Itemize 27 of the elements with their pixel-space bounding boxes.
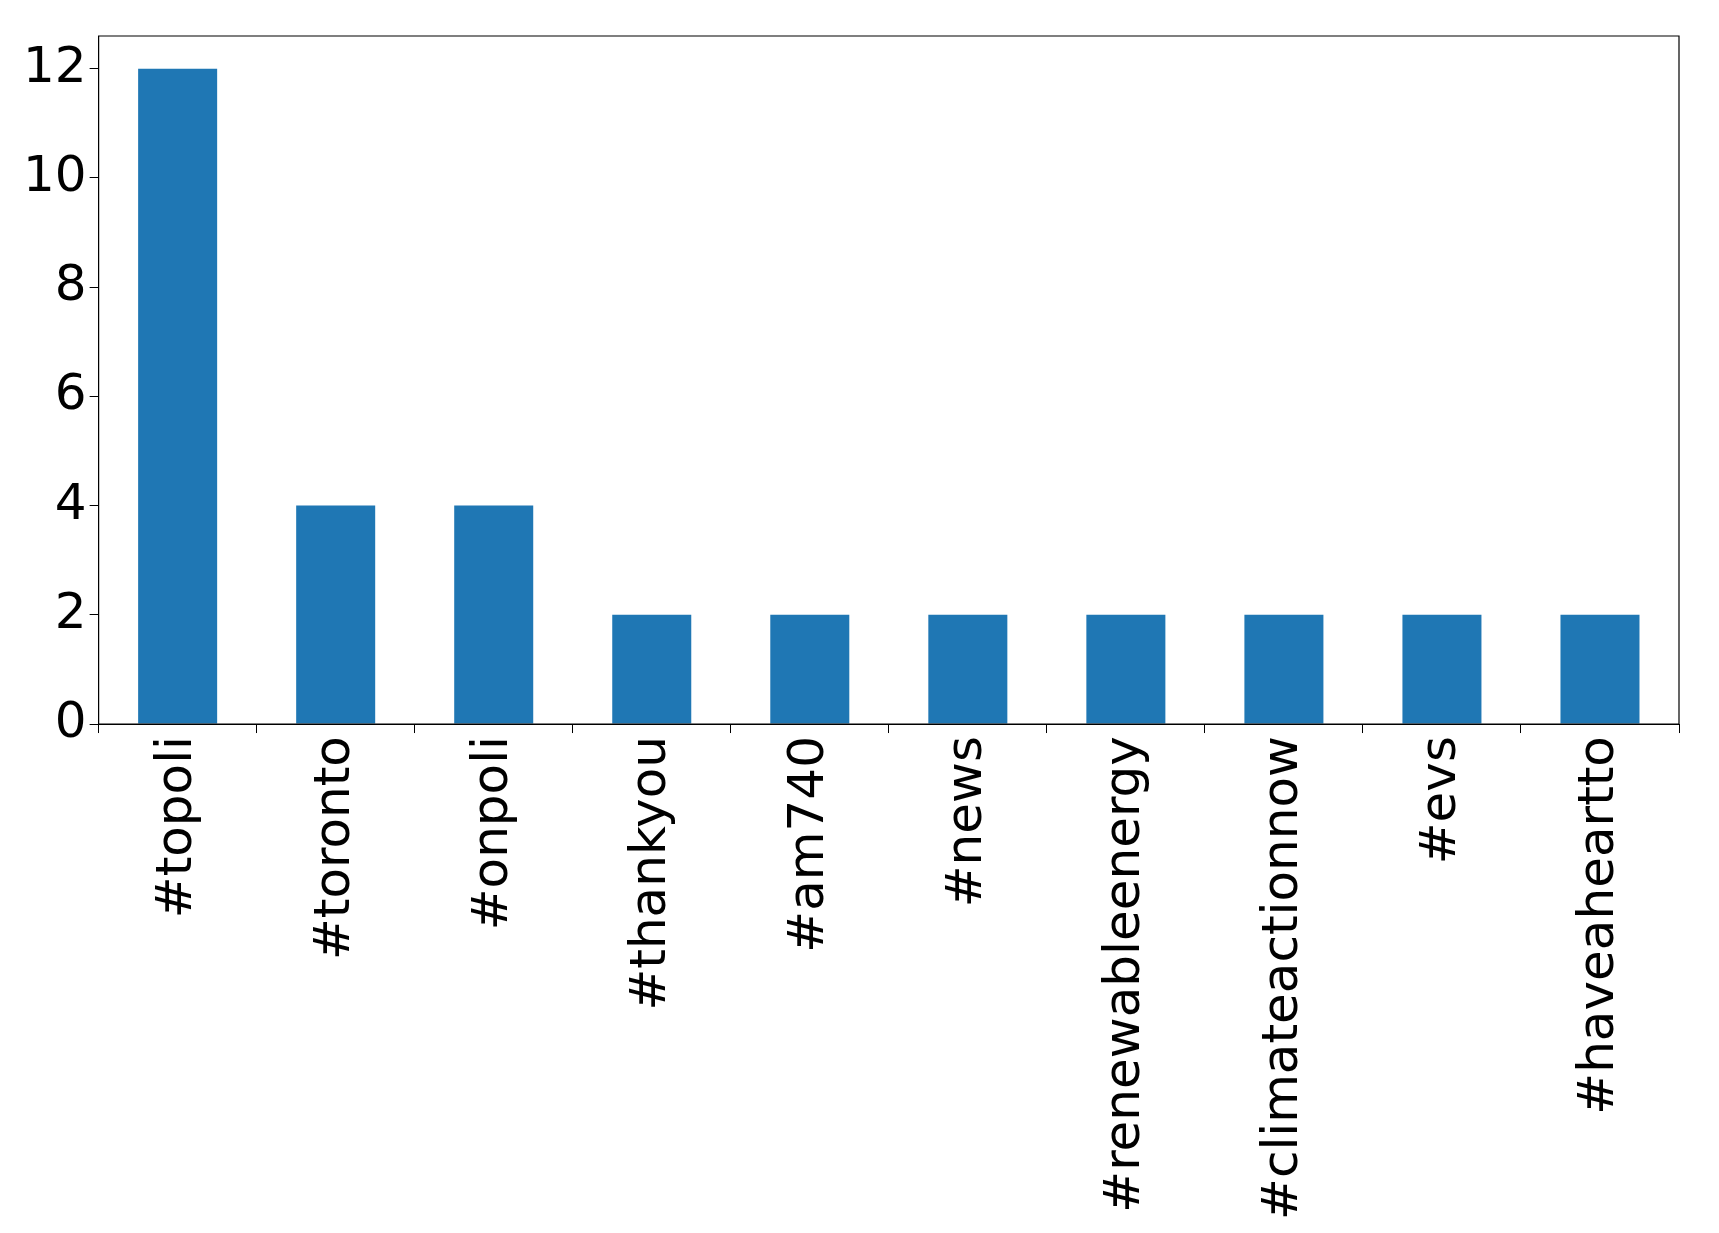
bar [612,614,692,724]
y-tick-label: 6 [54,363,87,422]
bar [928,614,1008,724]
y-tick-label: 2 [54,581,87,640]
x-tick-label: #topoli [144,736,203,919]
y-tick-label: 0 [54,691,87,750]
bar [296,505,376,724]
y-tick-label: 10 [23,144,87,203]
bar [1086,614,1166,724]
bar [1244,614,1324,724]
x-tick-label: #news [934,736,993,908]
y-tick-label: 12 [23,35,87,94]
x-tick-label: #toronto [302,736,361,961]
x-tick-label: #evs [1408,736,1467,865]
y-tick-label: 8 [54,254,87,313]
x-tick-label: #haveaheartto [1566,736,1625,1115]
bar [454,505,534,724]
x-tick-label: #am740 [776,736,835,953]
x-tick-label: #onpoli [460,736,519,931]
bar [770,614,850,724]
y-tick-label: 4 [54,472,87,531]
bar [138,68,218,724]
x-tick-label: #renewableenergy [1092,736,1151,1213]
bar [1402,614,1482,724]
bar [1560,614,1640,724]
x-tick-label: #thankyou [618,736,677,1011]
x-tick-label: #climateactionnow [1250,736,1309,1221]
